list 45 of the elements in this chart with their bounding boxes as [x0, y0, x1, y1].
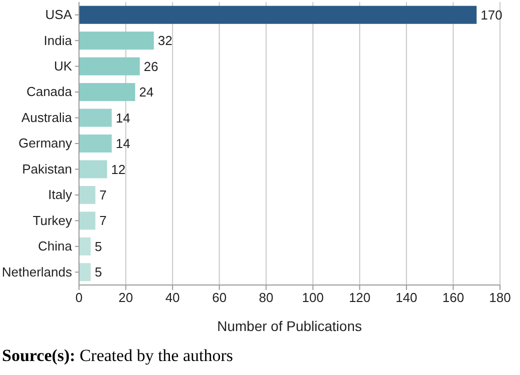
y-tick-label: Italy — [48, 187, 72, 202]
y-tick-label: Canada — [26, 84, 73, 100]
y-tick-label: Netherlands — [2, 264, 72, 280]
x-tick-label: 0 — [75, 290, 83, 306]
data-label: 7 — [99, 213, 107, 228]
y-tick-label: USA — [45, 7, 72, 22]
bar — [79, 108, 112, 127]
y-tick-label: Germany — [18, 136, 72, 151]
data-label: 32 — [158, 33, 172, 48]
x-tick-label: 60 — [212, 290, 227, 306]
bar — [79, 160, 108, 178]
x-tick-label: 20 — [118, 290, 134, 306]
x-axis-title: Number of Publications — [217, 318, 362, 334]
data-label: 5 — [94, 264, 102, 280]
bar — [79, 263, 91, 282]
bar — [79, 186, 96, 204]
data-label: 12 — [111, 162, 126, 177]
bar — [79, 6, 477, 24]
bar — [79, 212, 96, 230]
bar — [79, 32, 154, 50]
bar — [79, 237, 91, 256]
y-tick-label: UK — [54, 58, 72, 74]
data-label: 7 — [99, 188, 107, 203]
source-note: Source(s): Created by the authors — [2, 346, 234, 365]
data-label: 5 — [94, 238, 102, 254]
x-tick-label: 180 — [489, 290, 511, 306]
data-label: 170 — [480, 7, 502, 22]
x-tick-label: 80 — [258, 290, 274, 306]
data-label: 26 — [144, 58, 158, 74]
y-tick-label: Pakistan — [22, 161, 72, 176]
x-tick-label: 100 — [302, 290, 324, 306]
data-label: 14 — [116, 136, 130, 152]
x-tick-label: 160 — [442, 290, 464, 306]
y-tick-label: India — [44, 32, 73, 48]
bar — [79, 134, 112, 153]
y-tick-label: Australia — [21, 110, 73, 125]
x-tick-label: 40 — [165, 290, 180, 306]
bar — [79, 83, 136, 102]
x-tick-label: 120 — [348, 290, 371, 306]
data-label: 24 — [139, 84, 154, 100]
bar — [79, 57, 140, 76]
data-label: 14 — [116, 110, 130, 126]
x-tick-label: 140 — [396, 290, 418, 306]
y-tick-label: Turkey — [32, 212, 72, 228]
y-tick-label: China — [38, 238, 73, 254]
